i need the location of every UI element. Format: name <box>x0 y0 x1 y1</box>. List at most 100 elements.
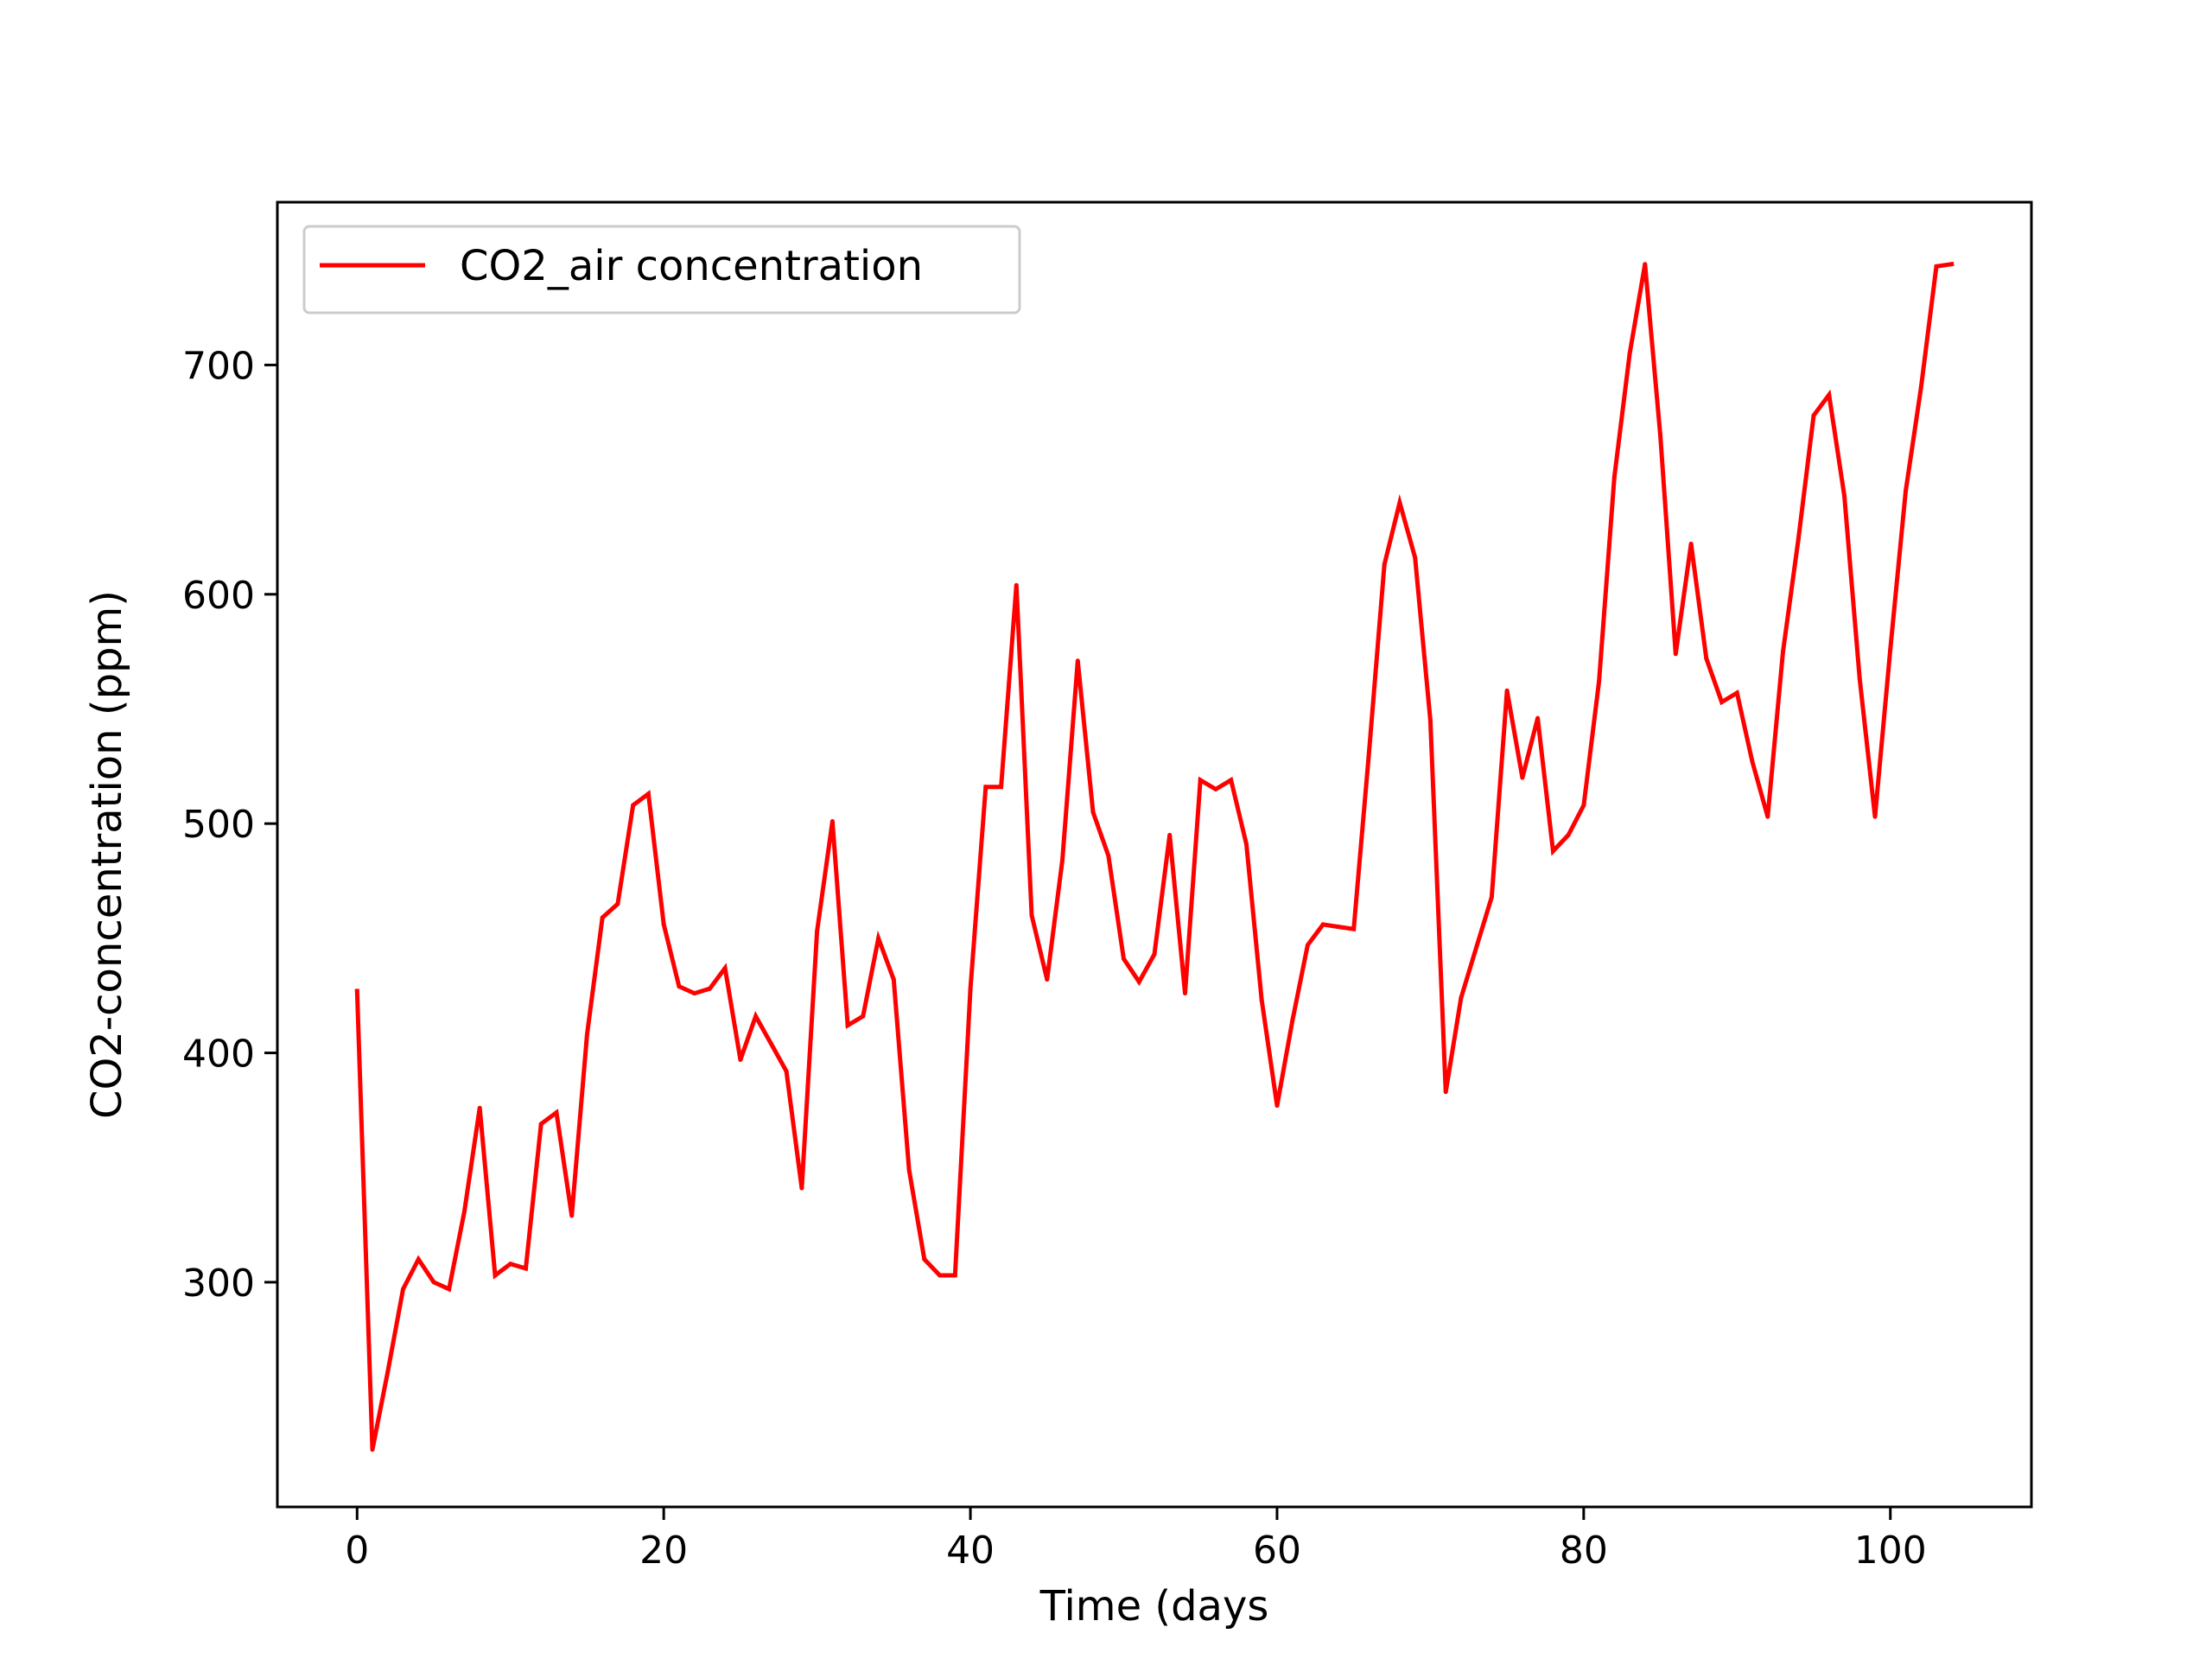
data-point <box>1474 945 1479 950</box>
data-point <box>1244 842 1249 847</box>
data-point <box>1136 979 1141 984</box>
data-point <box>753 1014 759 1019</box>
data-point <box>554 1110 559 1116</box>
data-point <box>1904 488 1908 493</box>
data-point <box>1274 1103 1280 1109</box>
data-point <box>1459 995 1464 1001</box>
data-point <box>1535 715 1541 721</box>
data-point <box>615 901 620 906</box>
data-point <box>569 1213 575 1218</box>
data-point <box>416 1256 421 1262</box>
data-point <box>952 1273 957 1278</box>
data-point <box>999 785 1004 790</box>
data-point <box>1934 264 1939 269</box>
data-point <box>1872 814 1878 819</box>
data-point <box>1611 475 1617 480</box>
data-point <box>354 988 359 994</box>
y-tick-label: 400 <box>182 1033 255 1077</box>
data-point <box>1627 351 1632 356</box>
data-point <box>1305 943 1310 948</box>
data-point <box>385 1369 391 1374</box>
data-point <box>1597 679 1602 684</box>
data-point <box>1259 998 1264 1002</box>
data-point <box>1413 555 1418 560</box>
data-point <box>1520 775 1525 780</box>
data-point <box>876 936 881 941</box>
data-point <box>631 803 636 808</box>
data-point <box>1351 926 1357 931</box>
data-point <box>1857 677 1862 682</box>
data-point <box>799 1185 804 1191</box>
data-point <box>906 1167 912 1173</box>
data-point <box>1290 1018 1295 1023</box>
data-point <box>1397 500 1402 505</box>
data-point <box>1827 392 1832 397</box>
data-point <box>1152 951 1157 957</box>
data-point <box>1229 778 1234 783</box>
plot-area <box>354 261 1955 1452</box>
data-point <box>1796 537 1801 542</box>
data-point <box>1704 656 1709 661</box>
data-point <box>1060 858 1065 863</box>
data-point <box>1550 849 1555 854</box>
y-tick-label: 500 <box>182 803 255 847</box>
data-point <box>645 791 651 797</box>
data-point <box>1842 493 1847 499</box>
x-tick-label: 80 <box>1560 1529 1608 1573</box>
data-point <box>1765 814 1770 819</box>
data-point <box>1581 803 1586 808</box>
data-point <box>677 984 682 989</box>
data-point <box>1443 1090 1448 1095</box>
x-tick-label: 60 <box>1253 1529 1301 1573</box>
x-tick-label: 20 <box>639 1529 688 1573</box>
data-point <box>370 1447 375 1452</box>
y-axis-ticks: 300 400 500 600 700 <box>182 344 277 1306</box>
axes-frame <box>276 200 2033 1509</box>
data-point <box>938 1273 943 1278</box>
y-tick-label: 700 <box>182 344 255 388</box>
data-point <box>1888 647 1893 652</box>
data-point <box>584 1032 589 1037</box>
data-point <box>692 991 697 996</box>
data-point <box>493 1273 498 1278</box>
data-point <box>1750 760 1755 764</box>
data-point <box>1045 977 1050 982</box>
data-point <box>1320 922 1325 927</box>
data-point <box>922 1256 927 1262</box>
data-point <box>1918 385 1923 391</box>
data-point <box>722 965 728 970</box>
data-point <box>447 1287 452 1292</box>
x-axis-ticks: 0 20 40 60 80 100 <box>345 1507 1927 1573</box>
y-tick-label: 600 <box>182 574 255 618</box>
data-point <box>1382 562 1387 567</box>
data-point <box>1427 718 1433 723</box>
data-point <box>1566 832 1571 837</box>
data-point <box>1734 690 1739 696</box>
data-point <box>891 977 896 982</box>
data-point <box>968 986 973 991</box>
data-point <box>707 986 712 991</box>
data-point <box>1658 434 1663 439</box>
data-point <box>983 785 988 790</box>
data-point <box>524 1266 528 1271</box>
data-point <box>538 1122 543 1127</box>
data-point <box>738 1058 743 1062</box>
x-axis-label: Time (days <box>1039 1582 1269 1630</box>
data-point <box>1336 925 1341 930</box>
data-point <box>1167 832 1173 837</box>
data-point <box>1688 541 1694 546</box>
x-tick-label: 0 <box>345 1529 369 1573</box>
data-point <box>1489 894 1494 899</box>
data-point <box>508 1262 513 1267</box>
data-point <box>1781 649 1785 654</box>
x-tick-label: 100 <box>1854 1529 1927 1573</box>
data-point <box>1213 786 1218 791</box>
legend-box <box>302 225 1021 315</box>
data-point <box>1122 957 1126 962</box>
data-point <box>1366 750 1371 755</box>
data-point <box>477 1105 482 1110</box>
data-point <box>1183 991 1187 996</box>
data-point <box>1090 810 1096 815</box>
legend-label: CO2_air concentration <box>460 242 923 290</box>
